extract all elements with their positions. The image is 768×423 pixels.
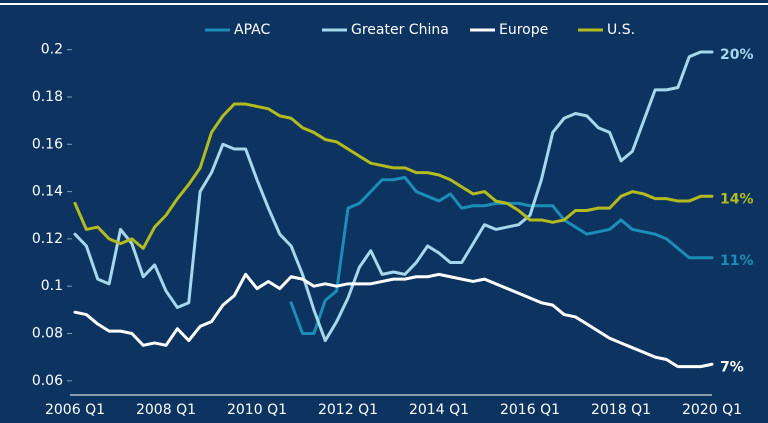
end-label: 20% (720, 47, 754, 63)
x-tick-label: 2006 Q1 (45, 402, 105, 418)
x-tick-label: 2012 Q1 (318, 402, 378, 418)
end-label: 11% (720, 253, 754, 269)
y-tick-label: 0.14 (32, 184, 63, 200)
y-tick-label: 0.1 (41, 278, 63, 294)
y-tick-label: 0.18 (32, 89, 63, 105)
legend-label: Europe (499, 22, 548, 38)
series-line (73, 272, 714, 369)
x-tick-label: 2010 Q1 (227, 402, 287, 418)
end-label: 7% (720, 359, 744, 375)
end-label: 14% (720, 191, 754, 207)
y-tick-label: 0.08 (32, 326, 63, 342)
x-tick-label: 2020 Q1 (682, 402, 742, 418)
y-tick-label: 0.06 (32, 373, 63, 389)
legend-label: Greater China (351, 22, 449, 38)
x-tick-label: 2008 Q1 (136, 402, 196, 418)
x-tick-label: 2018 Q1 (591, 402, 651, 418)
series-line (73, 50, 714, 343)
x-tick-label: 2016 Q1 (500, 402, 560, 418)
legend-label: APAC (234, 22, 270, 38)
legend-label: U.S. (607, 22, 635, 38)
series-line (73, 102, 714, 250)
x-tick-label: 2014 Q1 (409, 402, 469, 418)
y-tick-label: 0.16 (32, 136, 63, 152)
y-tick-label: 0.12 (32, 231, 63, 247)
y-tick-label: 0.2 (41, 42, 63, 58)
